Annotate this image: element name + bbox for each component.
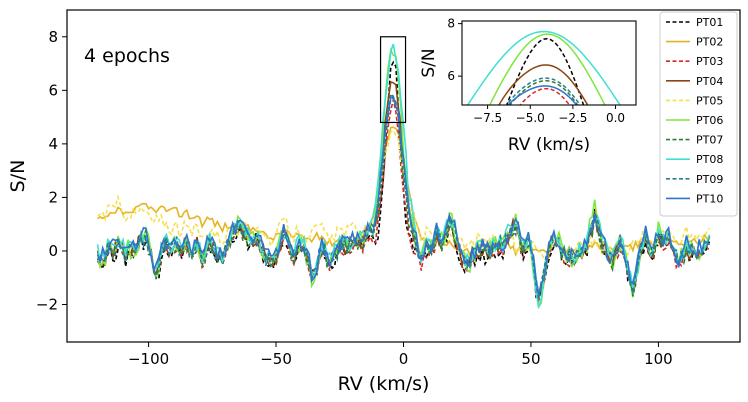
inset-line-pt04 <box>498 64 589 105</box>
inset-line-pt07 <box>508 80 579 105</box>
series-line-pt08 <box>96 43 711 308</box>
legend-label-pt09: PT09 <box>696 173 723 186</box>
inset-line-pt09 <box>505 77 581 105</box>
legend-box <box>659 11 738 217</box>
legend-label-pt07: PT07 <box>696 134 723 147</box>
legend-label-pt05: PT05 <box>696 94 723 107</box>
inset-line-pt08 <box>466 30 621 105</box>
inset-plot: −7.5 −5.0 −2.5 0.0 6 8 RV (km/s) S/N <box>419 17 650 190</box>
y-axis-label: S/N <box>7 160 29 193</box>
legend-label-pt08: PT08 <box>696 153 723 166</box>
legend-label-pt01: PT01 <box>696 16 723 29</box>
y-tick-label: 8 <box>48 28 58 46</box>
inset-frame <box>461 20 637 106</box>
inset-lines <box>445 30 650 190</box>
main-plot: −100 −50 0 50 100 −2 0 2 4 6 8 RV (km/s) S/N 4 epochs <box>7 9 741 395</box>
y-tick-label: 4 <box>48 135 58 153</box>
series-line-pt05 <box>97 129 711 260</box>
inset-y-axis-label: S/N <box>419 48 439 77</box>
legend-label-pt02: PT02 <box>696 36 723 49</box>
legend-label-pt06: PT06 <box>696 114 723 127</box>
inset-y-tick-label: 8 <box>447 17 455 31</box>
legend: PT01 PT02 PT03 PT04 PT05 PT06 PT07 PT08 PT09 PT10 <box>659 11 738 217</box>
legend-label-pt03: PT03 <box>696 55 723 68</box>
legend-label-pt10: PT10 <box>696 192 723 205</box>
inset-x-tick-label: −2.5 <box>558 111 587 125</box>
epochs-annotation: 4 epochs <box>84 45 170 67</box>
y-tick-label: −2 <box>36 296 58 314</box>
x-axis-label: RV (km/s) <box>338 373 430 395</box>
x-tick-label: 50 <box>521 350 540 368</box>
inset-line-pt02 <box>445 120 650 190</box>
y-tick-label: 0 <box>48 242 58 260</box>
x-tick-label: 100 <box>644 350 673 368</box>
x-tick-label: −50 <box>260 350 292 368</box>
series-line-pt10 <box>96 94 710 296</box>
inset-x-tick-label: 0.0 <box>606 111 625 125</box>
legend-label-pt04: PT04 <box>696 75 723 88</box>
series-lines <box>96 43 711 310</box>
y-tick-label: 2 <box>48 188 58 206</box>
y-tick-label: 6 <box>48 81 58 99</box>
inset-line-pt03 <box>519 87 571 105</box>
inset-line-pt01 <box>505 37 585 105</box>
inset-x-axis-label: RV (km/s) <box>508 135 590 155</box>
x-tick-label: −100 <box>128 350 169 368</box>
inset-line-pt10 <box>507 85 578 105</box>
inset-x-tick-label: −7.5 <box>473 111 502 125</box>
x-tick-label: 0 <box>399 350 409 368</box>
inset-y-tick-label: 6 <box>447 69 455 83</box>
inset-line-pt06 <box>488 33 606 105</box>
inset-x-tick-label: −5.0 <box>516 111 545 125</box>
zoom-region-box <box>379 36 407 124</box>
